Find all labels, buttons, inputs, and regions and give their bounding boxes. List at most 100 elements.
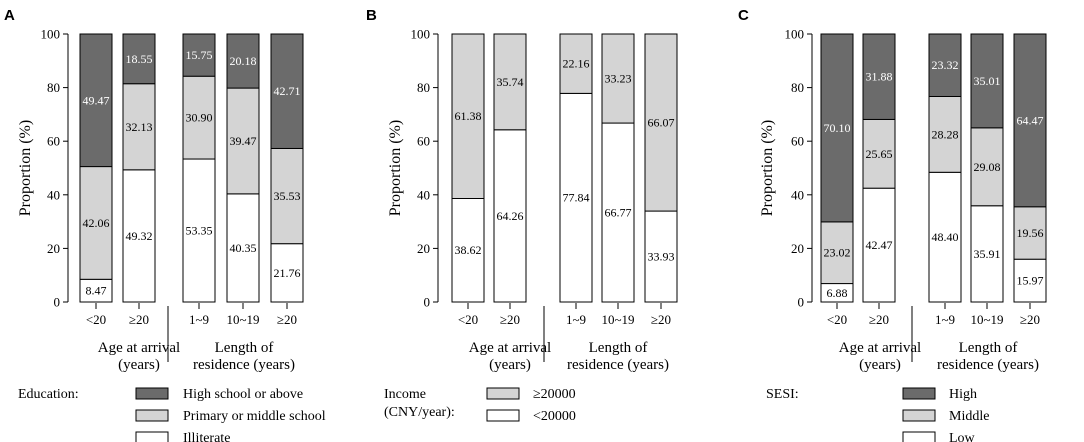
y-tick-label: 100: [41, 27, 61, 42]
data-label: 39.47: [230, 134, 257, 148]
legend-item-label: <20000: [533, 409, 576, 424]
data-label: 15.75: [186, 48, 213, 62]
x-tick-label: 1~9: [566, 312, 586, 327]
data-label: 35.91: [974, 247, 1001, 261]
legend-item-label: Low: [949, 431, 976, 442]
group-label: (years): [118, 357, 160, 373]
data-label: 61.38: [455, 109, 482, 123]
data-label: 29.08: [974, 160, 1001, 174]
bar-segment-low: [928, 171, 962, 303]
x-tick-label: ≥20: [869, 312, 889, 327]
data-label: 31.88: [866, 70, 893, 84]
data-label: 32.13: [126, 120, 153, 134]
legend-swatch-mid: [902, 409, 936, 422]
group-label: residence (years): [567, 357, 669, 373]
legend: Income (CNY/year): ≥20000 <20000: [384, 387, 576, 424]
x-tick-label: 10~19: [601, 312, 634, 327]
x-tick-label: <20: [458, 312, 478, 327]
legend-swatch-mid: [135, 409, 169, 422]
x-tick-label: 10~19: [226, 312, 259, 327]
legend-item-label: High school or above: [183, 387, 303, 402]
y-tick-label: 0: [424, 295, 431, 310]
y-axis-title: Proportion (%): [17, 120, 34, 216]
legend: SESI: High Middle Low: [766, 387, 989, 442]
bar-segment-high: [820, 33, 854, 223]
y-axis-title: Proportion (%): [759, 120, 776, 216]
x-tick-label: 10~19: [970, 312, 1003, 327]
group-label: residence (years): [937, 357, 1039, 373]
y-tick-label: 60: [791, 134, 804, 149]
panel-b: B 0 20 40 60 80 100 Proportion (%) 38.62 61.38 <2…: [366, 7, 678, 424]
bar-segment-mid: [970, 127, 1004, 207]
x-tick-label: 1~9: [935, 312, 955, 327]
y-tick-label: 80: [791, 80, 804, 95]
bar-segment-mid: [1013, 206, 1047, 260]
y-tick-label: 60: [417, 134, 430, 149]
panel-c: C 0 20 40 60 80 100 Proportion (%) 6.88 23.02 70.…: [738, 7, 1047, 442]
legend-item-label: High: [949, 387, 977, 402]
panel-letter: C: [738, 7, 749, 24]
bar-segment-mid: [182, 75, 216, 160]
x-tick-label: 1~9: [189, 312, 209, 327]
bar-segment-mid: [820, 221, 854, 285]
group-label: Length of: [215, 340, 274, 356]
bar-segment-high: [970, 33, 1004, 129]
bar-segment-low: [270, 243, 304, 303]
data-label: 49.32: [126, 229, 153, 243]
y-tick-label: 40: [791, 187, 804, 202]
data-label: 66.07: [648, 116, 675, 130]
group-label: residence (years): [193, 357, 295, 373]
data-label: 8.47: [86, 284, 107, 298]
bar-segment-high: [182, 33, 216, 77]
data-label: 18.55: [126, 52, 153, 66]
bar-segment-low: [644, 210, 678, 303]
legend-swatch-high: [902, 387, 936, 400]
data-label: 48.40: [932, 230, 959, 244]
data-label: 6.88: [827, 286, 848, 300]
bar-segment-mid: [559, 33, 593, 94]
bar-segment-mid: [451, 33, 485, 199]
x-tick-label: ≥20: [651, 312, 671, 327]
bar-segment-low: [601, 122, 635, 303]
y-tick-label: 20: [417, 241, 430, 256]
data-label: 33.23: [605, 72, 632, 86]
data-label: 53.35: [186, 224, 213, 238]
data-label: 70.10: [824, 121, 851, 135]
legend-item-label: ≥20000: [533, 387, 576, 402]
bar-segment-mid: [493, 33, 527, 131]
bar-segment-low: [226, 193, 260, 303]
data-label: 22.16: [563, 57, 590, 71]
x-tick-label: ≥20: [500, 312, 520, 327]
legend-title: Income: [384, 387, 426, 402]
data-label: 64.47: [1017, 113, 1044, 127]
panel-a: A 0 20 40 60 80 100 Proportion (%) 8.47 42.06 49.…: [4, 7, 326, 442]
y-tick-label: 100: [785, 27, 805, 42]
legend-swatch-low: [135, 431, 169, 442]
data-label: 49.47: [83, 93, 110, 107]
data-label: 38.62: [455, 243, 482, 257]
bar-segment-low: [122, 169, 156, 303]
data-label: 33.93: [648, 250, 675, 264]
bar-segment-high: [928, 33, 962, 97]
panel-letter: B: [366, 7, 377, 24]
data-label: 35.53: [274, 189, 301, 203]
group-label: Length of: [589, 340, 648, 356]
data-label: 28.28: [932, 127, 959, 141]
legend-item-label: Primary or middle school: [183, 409, 326, 424]
y-axis-title: Proportion (%): [387, 120, 404, 216]
data-label: 21.76: [274, 266, 301, 280]
group-label: (years): [489, 357, 531, 373]
bar-segment-low: [970, 205, 1004, 303]
group-label: Age at arrival: [839, 340, 921, 356]
bar-segment-high: [862, 33, 896, 120]
data-label: 42.06: [83, 216, 110, 230]
data-label: 77.84: [563, 191, 590, 205]
data-label: 23.02: [824, 246, 851, 260]
x-tick-label: ≥20: [1020, 312, 1040, 327]
bar-segment-mid: [644, 33, 678, 212]
legend: Education: High school or above Primary or…: [18, 387, 326, 442]
y-tick-label: 40: [47, 187, 60, 202]
legend-title: (CNY/year):: [384, 405, 455, 420]
data-label: 40.35: [230, 241, 257, 255]
group-label: Age at arrival: [469, 340, 551, 356]
